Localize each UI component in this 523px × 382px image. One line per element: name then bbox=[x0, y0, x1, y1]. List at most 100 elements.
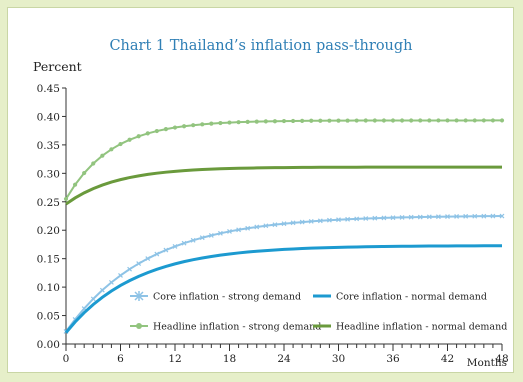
y-tick-label: 0.00 bbox=[37, 339, 60, 351]
data-point bbox=[181, 240, 187, 246]
data-point bbox=[499, 213, 505, 219]
y-axis-label: Percent bbox=[33, 59, 82, 74]
x-tick-label: 0 bbox=[63, 353, 70, 365]
data-point bbox=[463, 118, 468, 123]
data-point bbox=[372, 215, 378, 221]
y-tick-label: 0.10 bbox=[37, 282, 60, 294]
legend-label: Headline inflation - strong demand bbox=[153, 322, 321, 333]
data-point bbox=[118, 272, 123, 278]
legend-item-3: Headline inflation - normal demand bbox=[313, 322, 507, 333]
x-tick-label: 36 bbox=[386, 353, 400, 365]
legend-label: Headline inflation - normal demand bbox=[336, 322, 507, 333]
data-point bbox=[63, 196, 69, 202]
data-point bbox=[372, 118, 377, 123]
data-point bbox=[381, 118, 387, 123]
data-point bbox=[72, 182, 78, 187]
x-tick-label: 6 bbox=[117, 353, 124, 365]
y-tick-label: 0.45 bbox=[37, 83, 60, 95]
data-point bbox=[281, 221, 287, 227]
data-point bbox=[127, 137, 132, 142]
data-point bbox=[208, 232, 214, 238]
data-point bbox=[191, 123, 196, 128]
data-point bbox=[454, 214, 460, 219]
data-point bbox=[390, 215, 396, 221]
data-point bbox=[254, 119, 259, 124]
legend-marker bbox=[134, 291, 144, 301]
data-point bbox=[490, 118, 496, 123]
data-point bbox=[236, 227, 242, 233]
data-point bbox=[172, 244, 178, 249]
x-tick-label: 18 bbox=[223, 353, 236, 365]
y-tick-label: 0.35 bbox=[37, 140, 60, 152]
data-point bbox=[172, 125, 178, 130]
data-point bbox=[108, 279, 114, 285]
data-point bbox=[82, 170, 87, 176]
data-point bbox=[363, 118, 368, 123]
data-point bbox=[345, 216, 351, 222]
y-tick-label: 0.40 bbox=[37, 111, 60, 123]
x-tick-label: 48 bbox=[495, 353, 508, 365]
data-point bbox=[481, 118, 486, 123]
data-point bbox=[463, 213, 469, 219]
series-0 bbox=[63, 213, 505, 334]
x-tick-label: 24 bbox=[277, 353, 291, 365]
data-point bbox=[99, 287, 105, 293]
data-point bbox=[200, 122, 205, 127]
data-point bbox=[209, 121, 214, 126]
data-point bbox=[390, 118, 396, 123]
legend-marker bbox=[136, 323, 142, 329]
data-point bbox=[136, 134, 141, 139]
data-point bbox=[154, 251, 160, 257]
data-point bbox=[299, 219, 305, 225]
data-point bbox=[454, 118, 459, 123]
data-point bbox=[399, 214, 405, 220]
data-point bbox=[145, 131, 150, 136]
series-3 bbox=[65, 165, 502, 206]
data-point bbox=[145, 256, 151, 261]
data-point bbox=[427, 118, 432, 123]
series-2 bbox=[63, 118, 505, 202]
data-point bbox=[309, 118, 314, 123]
data-point bbox=[472, 213, 478, 219]
x-axis-label: Months bbox=[467, 357, 507, 369]
data-point bbox=[136, 261, 142, 266]
data-point bbox=[163, 247, 169, 253]
series-group bbox=[63, 118, 505, 334]
legend-item-1: Core inflation - normal demand bbox=[313, 292, 487, 303]
data-point bbox=[399, 118, 405, 123]
data-point bbox=[127, 266, 133, 272]
data-point bbox=[336, 118, 341, 123]
data-point bbox=[263, 119, 268, 124]
y-tick-label: 0.30 bbox=[37, 168, 60, 180]
data-point bbox=[109, 147, 114, 152]
y-tick-label: 0.15 bbox=[37, 254, 60, 266]
data-point bbox=[272, 222, 278, 228]
legend-label: Core inflation - strong demand bbox=[153, 292, 301, 303]
series-line bbox=[65, 215, 503, 333]
y-tick-label: 0.25 bbox=[37, 197, 60, 209]
data-point bbox=[236, 120, 241, 125]
data-point bbox=[426, 214, 432, 220]
data-point bbox=[308, 218, 314, 224]
data-point bbox=[481, 213, 487, 219]
data-point bbox=[90, 296, 96, 302]
data-point bbox=[190, 237, 196, 243]
inflation-chart: Chart 1 Thailand’s inflation pass-throug… bbox=[33, 38, 509, 369]
series-line bbox=[64, 244, 503, 334]
data-point bbox=[154, 128, 159, 134]
series-line bbox=[65, 165, 502, 206]
series-line bbox=[65, 119, 502, 200]
legend: Core inflation - strong demand Core infla… bbox=[130, 291, 507, 333]
data-point bbox=[100, 153, 105, 158]
legend-label: Core inflation - normal demand bbox=[336, 292, 487, 303]
data-point bbox=[435, 214, 441, 220]
data-point bbox=[381, 215, 387, 221]
data-point bbox=[490, 213, 496, 219]
data-point bbox=[227, 120, 232, 125]
data-point bbox=[245, 225, 251, 231]
x-tick-label: 42 bbox=[441, 353, 454, 365]
data-point bbox=[245, 119, 250, 124]
data-point bbox=[327, 118, 332, 123]
data-point bbox=[345, 118, 350, 123]
data-point bbox=[263, 223, 269, 229]
